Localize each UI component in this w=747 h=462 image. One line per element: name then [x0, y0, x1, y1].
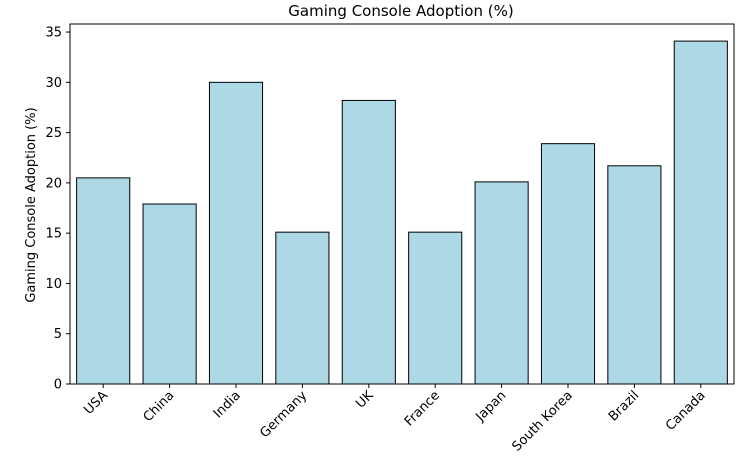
- x-tick-label: Canada: [663, 388, 709, 434]
- x-tick-label: Germany: [257, 388, 310, 441]
- x-tick-label: India: [211, 388, 244, 421]
- bar-india: [208, 81, 264, 385]
- bar-china: [142, 203, 197, 385]
- y-tick-label: 15: [45, 227, 62, 242]
- x-tick-label: France: [402, 388, 443, 429]
- x-tick-label: USA: [81, 388, 111, 418]
- bar-germany: [275, 231, 330, 385]
- bar-france: [408, 231, 463, 385]
- axes-frame: [69, 23, 735, 385]
- bar-brazil: [607, 165, 662, 385]
- x-tick-label: South Korea: [510, 388, 576, 454]
- bar-uk: [341, 99, 396, 385]
- y-tick-label: 25: [45, 126, 62, 141]
- bar-south-korea: [540, 143, 596, 385]
- y-tick-label: 20: [45, 176, 62, 191]
- x-tick-label: China: [141, 388, 178, 425]
- y-tick-label: 35: [45, 26, 62, 41]
- bar-japan: [474, 181, 529, 385]
- y-tick-label: 0: [54, 378, 62, 393]
- bar-usa: [76, 177, 131, 385]
- bar-canada: [673, 40, 728, 385]
- x-tick-label: Japan: [472, 388, 509, 425]
- x-tick-label: Brazil: [606, 388, 642, 424]
- y-tick-label: 10: [45, 277, 62, 292]
- chart-title: Gaming Console Adoption (%): [288, 2, 513, 20]
- y-tick-label: 30: [45, 76, 62, 91]
- y-tick-label: 5: [54, 327, 62, 342]
- y-axis-label: Gaming Console Adoption (%): [24, 107, 39, 302]
- x-tick-label: UK: [353, 388, 377, 412]
- plot-area: 0 5 10 15 20 25 30 35 USA China India Germany UK Fran…: [45, 23, 735, 455]
